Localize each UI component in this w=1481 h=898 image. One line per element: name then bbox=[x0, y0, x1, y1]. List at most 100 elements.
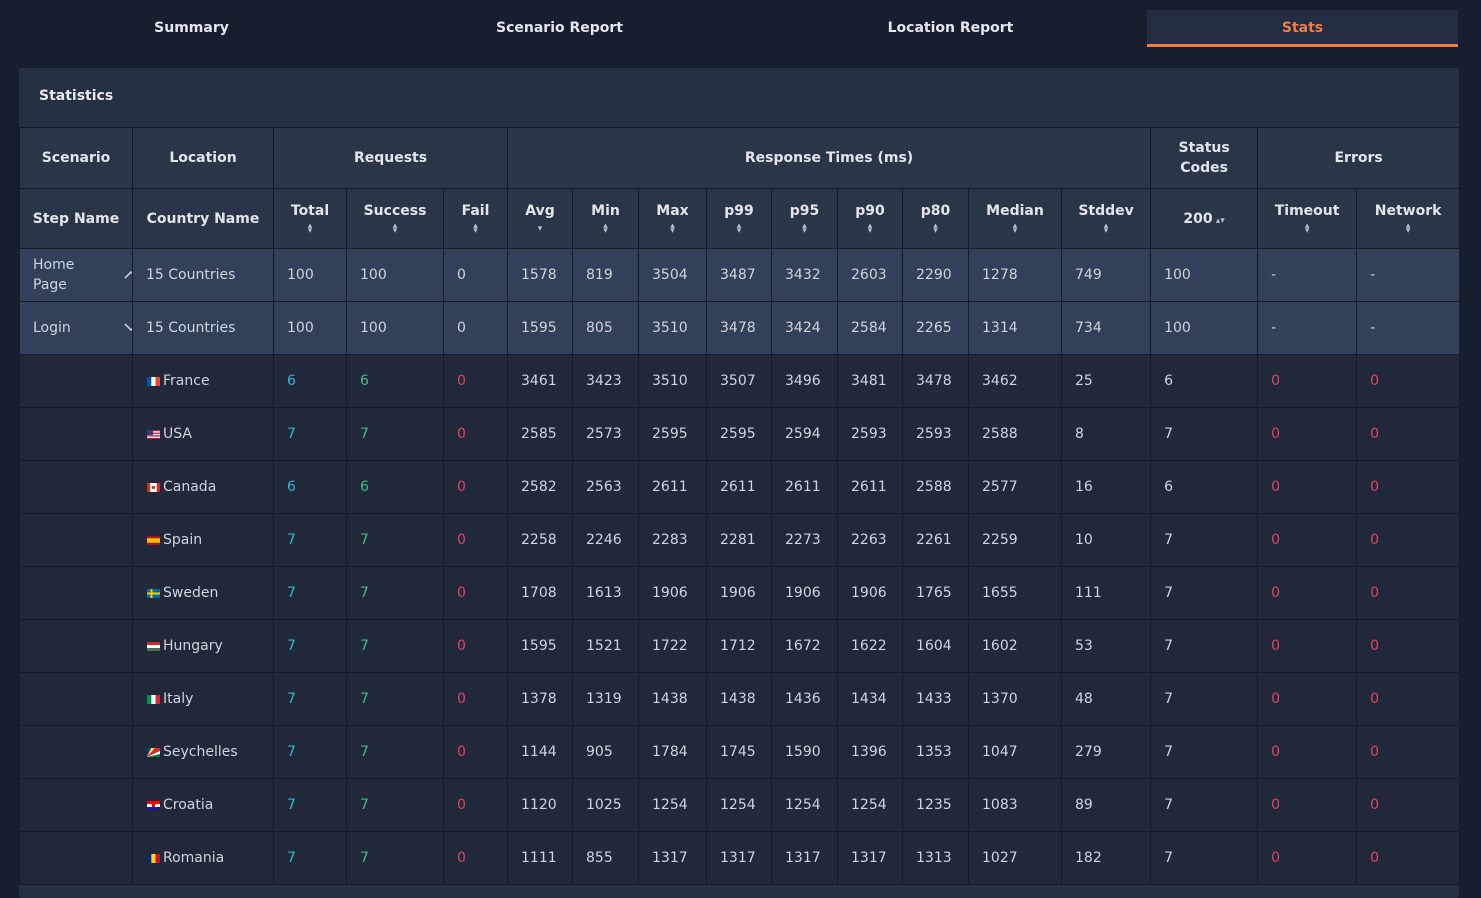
sort-up-down-icon[interactable]: ▴▾ bbox=[736, 221, 742, 236]
stddev-cell: 25 bbox=[1060, 354, 1152, 408]
success-cell: 100 bbox=[346, 248, 444, 302]
avg-cell: 1578 bbox=[507, 248, 573, 302]
sort-up-down-icon[interactable]: ▴▾ bbox=[867, 221, 873, 236]
p99-cell: 2595 bbox=[706, 407, 772, 461]
column-header-fail[interactable]: Fail ▴ ▾ bbox=[443, 188, 508, 249]
max-cell: 1722 bbox=[638, 619, 707, 673]
stddev-cell: 10 bbox=[1060, 513, 1152, 567]
median-cell: 1047 bbox=[968, 725, 1062, 779]
location-row: Seychelles 7 7 0 1144 905 1784 1745 1590 1396 1353… bbox=[19, 725, 1461, 779]
min-cell: 1521 bbox=[572, 619, 639, 673]
sort-up-down-icon[interactable]: ▴▾ bbox=[802, 221, 807, 236]
p99-cell: 1438 bbox=[706, 672, 772, 726]
column-header-network[interactable]: Network ▴ ▾ bbox=[1356, 188, 1461, 249]
p90-cell: 1254 bbox=[837, 778, 903, 832]
sort-up-down-icon[interactable]: ▴▾ bbox=[1212, 215, 1225, 226]
median-cell: 3462 bbox=[968, 354, 1062, 408]
avg-cell: 1120 bbox=[507, 778, 573, 832]
column-header-total[interactable]: Total ▴ ▾ bbox=[273, 188, 347, 249]
sort-up-down-icon[interactable]: ▴▾ bbox=[670, 221, 675, 236]
column-header-success[interactable]: Success ▴ ▾ bbox=[346, 188, 444, 249]
min-cell: 2573 bbox=[572, 407, 639, 461]
column-header-label: Step Name bbox=[32, 210, 120, 227]
column-header-label: p95 bbox=[789, 203, 820, 219]
step-name-cell[interactable]: Home Page bbox=[19, 248, 133, 302]
avg-cell: 1144 bbox=[507, 725, 573, 779]
column-header-p90[interactable]: p90 ▴ ▾ bbox=[837, 188, 903, 249]
p90-cell: 2263 bbox=[837, 513, 903, 567]
tab-stats[interactable]: Stats bbox=[1147, 10, 1458, 47]
stddev-cell: 111 bbox=[1060, 566, 1152, 620]
sort-up-down-icon[interactable]: ▴▾ bbox=[1103, 221, 1109, 236]
success-cell: 7 bbox=[346, 566, 444, 620]
sort-up-down-icon[interactable]: ▴▾ bbox=[473, 221, 478, 236]
total-cell: 100 bbox=[273, 301, 347, 355]
stddev-cell: 182 bbox=[1060, 831, 1152, 885]
p80-cell: 2265 bbox=[902, 301, 969, 355]
column-header-label: Success bbox=[363, 203, 427, 219]
column-header-s200[interactable]: 200 ▴▾ bbox=[1150, 188, 1259, 249]
s200-cell: 7 bbox=[1150, 619, 1259, 673]
column-header-median[interactable]: Median ▴ ▾ bbox=[968, 188, 1062, 249]
timeout-cell: 0 bbox=[1257, 513, 1358, 567]
step-name: Home Page bbox=[33, 257, 75, 293]
total-cell: 7 bbox=[273, 778, 347, 832]
avg-cell: 1378 bbox=[507, 672, 573, 726]
success-cell: 7 bbox=[346, 619, 444, 673]
column-header-p95[interactable]: p95 ▴ ▾ bbox=[771, 188, 838, 249]
column-header-label: Median bbox=[986, 203, 1044, 219]
tab-scenario-report[interactable]: Scenario Report bbox=[496, 20, 623, 36]
column-header-avg[interactable]: Avg ▾ bbox=[507, 188, 573, 249]
column-header-p99[interactable]: p99 ▴ ▾ bbox=[706, 188, 772, 249]
sort-up-down-icon[interactable]: ▴▾ bbox=[1405, 221, 1411, 236]
success-cell: 7 bbox=[346, 831, 444, 885]
timeout-cell: - bbox=[1257, 301, 1358, 355]
network-cell: - bbox=[1356, 301, 1461, 355]
stddev-cell: 279 bbox=[1060, 725, 1152, 779]
column-header-min[interactable]: Min ▴ ▾ bbox=[572, 188, 639, 249]
timeout-cell: 0 bbox=[1257, 725, 1358, 779]
fail-cell: 0 bbox=[443, 566, 508, 620]
sort-up-down-icon[interactable]: ▴▾ bbox=[933, 221, 938, 236]
avg-cell: 1595 bbox=[507, 619, 573, 673]
fail-cell: 0 bbox=[443, 248, 508, 302]
column-header-p80[interactable]: p80 ▴ ▾ bbox=[902, 188, 969, 249]
fail-cell: 0 bbox=[443, 354, 508, 408]
sort-up-down-icon[interactable]: ▴▾ bbox=[392, 221, 398, 236]
tab-location-report[interactable]: Location Report bbox=[887, 20, 1014, 36]
timeout-cell: 0 bbox=[1257, 460, 1358, 514]
column-header-max[interactable]: Max ▴ ▾ bbox=[638, 188, 707, 249]
p95-cell: 1254 bbox=[771, 778, 838, 832]
location-row: France 6 6 0 3461 3423 3510 3507 3496 3481 3478 346… bbox=[19, 354, 1461, 408]
sort-up-down-icon[interactable]: ▴▾ bbox=[1012, 221, 1018, 236]
tab-summary[interactable]: Summary bbox=[154, 20, 229, 36]
min-cell: 819 bbox=[572, 248, 639, 302]
scenario-row[interactable]: Login 15 Countries 100 100 0 1595 805 3510 3478 3… bbox=[19, 301, 1461, 355]
p99-cell: 1712 bbox=[706, 619, 772, 673]
column-header-timeout[interactable]: Timeout ▴ ▾ bbox=[1257, 188, 1358, 249]
scenario-row[interactable]: Home Page 15 Countries 100 100 0 1578 819 3504 3… bbox=[19, 248, 1461, 302]
sort-up-down-icon[interactable]: ▴▾ bbox=[1304, 221, 1310, 236]
median-cell: 1278 bbox=[968, 248, 1062, 302]
p99-cell: 1254 bbox=[706, 778, 772, 832]
column-header-stddev[interactable]: Stddev ▴ ▾ bbox=[1060, 188, 1152, 249]
sort-down-icon[interactable]: ▾ bbox=[537, 224, 543, 234]
country-name: Sweden bbox=[163, 585, 219, 601]
min-cell: 1613 bbox=[572, 566, 639, 620]
p80-cell: 2593 bbox=[902, 407, 969, 461]
sort-up-down-icon[interactable]: ▴▾ bbox=[307, 221, 313, 236]
country-name: Romania bbox=[163, 850, 225, 866]
timeout-cell: 0 bbox=[1257, 778, 1358, 832]
sort-up-down-icon[interactable]: ▴▾ bbox=[603, 221, 608, 236]
p95-cell: 1906 bbox=[771, 566, 838, 620]
network-cell: 0 bbox=[1356, 566, 1461, 620]
step-name-cell[interactable]: Login bbox=[19, 301, 133, 355]
chevron-up-icon[interactable] bbox=[124, 265, 132, 285]
chevron-down-icon[interactable] bbox=[124, 318, 132, 338]
timeout-cell: 0 bbox=[1257, 566, 1358, 620]
country-name: 15 Countries bbox=[146, 320, 236, 336]
step-name-cell bbox=[19, 460, 133, 514]
total-cell: 7 bbox=[273, 566, 347, 620]
success-cell: 7 bbox=[346, 407, 444, 461]
timeout-cell: 0 bbox=[1257, 619, 1358, 673]
